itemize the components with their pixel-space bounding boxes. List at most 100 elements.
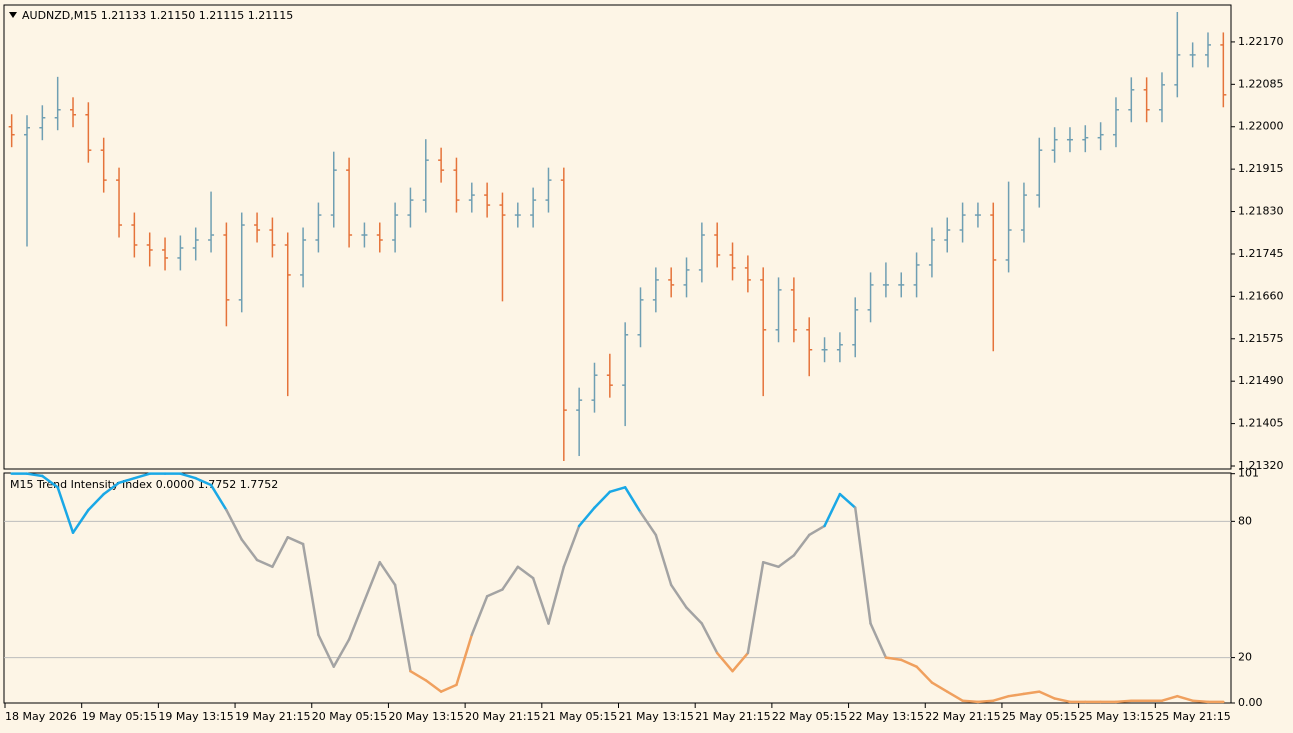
indicator-segment — [240, 538, 259, 562]
x-tick-label: 22 May 05:15 — [772, 710, 847, 723]
x-tick-label: 22 May 13:15 — [849, 710, 924, 723]
x-tick-label: 19 May 05:15 — [82, 710, 157, 723]
y-tick-label: 1.21915 — [1238, 162, 1284, 175]
indicator-segment — [347, 599, 366, 641]
indicator-segment — [577, 506, 596, 528]
indicator-segment — [363, 560, 382, 603]
indicator-segment — [869, 622, 888, 659]
indicator-segment — [455, 633, 474, 687]
indicator-segment — [1160, 694, 1179, 702]
indicator-segment — [884, 656, 903, 662]
indicator-segment — [209, 483, 228, 512]
indicator-segment — [179, 472, 197, 480]
y-tick-label: 1.22000 — [1238, 120, 1284, 133]
indicator-segment — [332, 638, 351, 668]
indicator-segment — [792, 533, 811, 557]
y-tick-label: 1.21660 — [1238, 289, 1284, 302]
indicator-segment — [593, 490, 612, 509]
indicator-segment — [485, 588, 504, 598]
indicator-segment — [102, 481, 121, 496]
indicator-segment — [1007, 692, 1026, 698]
indicator-segment — [685, 606, 704, 625]
indicator-segment — [1053, 697, 1072, 704]
x-tick-label: 21 May 21:15 — [695, 710, 770, 723]
indicator-segment — [317, 633, 336, 668]
menu-arrow[interactable] — [9, 12, 17, 18]
indicator-segment — [255, 558, 274, 569]
x-tick-label: 22 May 21:15 — [925, 710, 1000, 723]
indicator-segment — [1114, 699, 1133, 704]
indicator-segment — [547, 565, 566, 625]
y-tick-label: 1.21405 — [1238, 417, 1284, 430]
indicator-segment — [225, 508, 243, 541]
indicator-segment — [531, 576, 550, 625]
y-tick-label: 80 — [1238, 514, 1252, 527]
indicator-segment — [133, 472, 151, 480]
indicator-segment — [1176, 694, 1194, 702]
indicator-segment — [41, 474, 59, 489]
indicator-segment — [301, 542, 320, 637]
indicator-panel — [3, 472, 1232, 704]
x-tick-label: 18 May 2026 — [5, 710, 77, 723]
price-panel — [3, 4, 1232, 470]
y-tick-label: 1.21490 — [1238, 374, 1284, 387]
x-tick-label: 25 May 21:15 — [1155, 710, 1230, 723]
indicator-segment — [194, 476, 213, 487]
indicator-segment — [946, 690, 964, 702]
indicator-segment — [715, 651, 734, 673]
indicator-segment — [992, 694, 1010, 702]
indicator-segment — [409, 669, 428, 682]
indicator-segment — [271, 536, 289, 569]
indicator-segment — [501, 565, 520, 591]
indicator-segment — [807, 524, 826, 537]
indicator-segment — [439, 683, 458, 693]
y-tick-label: 1.21745 — [1238, 247, 1284, 260]
indicator-segment — [25, 472, 44, 478]
indicator-segment — [669, 583, 688, 609]
indicator-segment — [562, 524, 581, 569]
indicator-segment — [470, 595, 489, 637]
indicator-segment — [700, 622, 719, 655]
y-tick-label: 1.22170 — [1238, 35, 1284, 48]
indicator-segment — [930, 681, 949, 693]
indicator-segment — [853, 506, 872, 625]
indicator-segment — [654, 533, 673, 587]
indicator-segment — [393, 583, 412, 673]
indicator-segment — [56, 486, 75, 534]
indicator-segment — [516, 565, 535, 580]
chart-title: AUDNZD,M15 1.21133 1.21150 1.21115 1.211… — [22, 9, 293, 22]
x-tick-label: 25 May 05:15 — [1002, 710, 1077, 723]
indicator-segment — [623, 486, 642, 514]
indicator-segment — [976, 699, 995, 704]
x-tick-label: 21 May 05:15 — [542, 710, 617, 723]
x-tick-label: 20 May 13:15 — [388, 710, 463, 723]
y-tick-label: 1.21575 — [1238, 332, 1284, 345]
y-tick-label: 0.00 — [1238, 696, 1263, 709]
indicator-segment — [639, 511, 658, 537]
x-tick-label: 19 May 13:15 — [158, 710, 233, 723]
indicator-segment — [746, 560, 765, 655]
indicator-segment — [286, 536, 305, 546]
x-tick-label: 20 May 05:15 — [312, 710, 387, 723]
indicator-segment — [1038, 690, 1056, 700]
indicator-title: M15 Trend Intensity Index 0.0000 1.7752 … — [10, 478, 278, 491]
y-tick-label: 101 — [1238, 467, 1259, 480]
indicator-segment — [823, 492, 842, 528]
y-tick-label: 1.21830 — [1238, 205, 1284, 218]
indicator-segment — [761, 560, 780, 569]
indicator-segment — [71, 508, 90, 534]
indicator-segment — [608, 486, 627, 494]
x-tick-label: 21 May 13:15 — [619, 710, 694, 723]
indicator-segment — [87, 492, 105, 512]
indicator-segment — [1022, 690, 1041, 696]
y-tick-label: 1.22085 — [1238, 77, 1284, 90]
y-tick-label: 20 — [1238, 651, 1252, 664]
indicator-segment — [731, 651, 750, 673]
y-tick-label: 1.21320 — [1238, 459, 1284, 472]
indicator-segment — [1191, 699, 1210, 704]
indicator-segment — [777, 554, 796, 569]
x-tick-label: 20 May 21:15 — [465, 710, 540, 723]
